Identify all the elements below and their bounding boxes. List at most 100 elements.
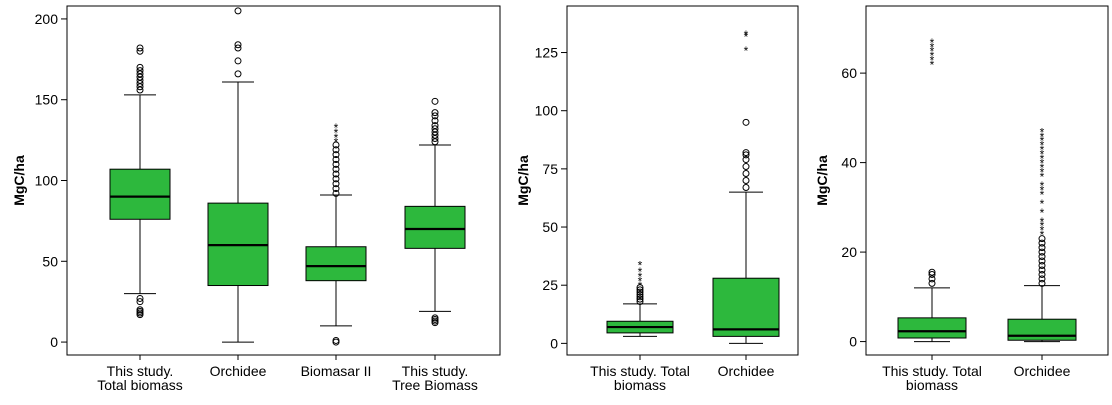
outlier-circle — [332, 160, 340, 168]
plot-frame — [566, 5, 799, 356]
outlier-star: * — [334, 131, 339, 145]
outlier-star: * — [1040, 188, 1045, 202]
outlier-star: * — [1040, 134, 1045, 148]
outlier-star: * — [1040, 170, 1045, 184]
outlier-circle — [742, 151, 750, 159]
outlier-star: * — [1040, 215, 1045, 229]
outlier-star: * — [1040, 161, 1045, 175]
outlier-star: * — [1040, 148, 1045, 162]
y-tick-label: 125 — [535, 45, 559, 61]
outlier-star: * — [334, 126, 339, 140]
outlier-star: * — [930, 49, 935, 63]
outlier-star: * — [930, 54, 935, 68]
y-tick-label: 25 — [542, 277, 558, 293]
outlier-circle — [136, 306, 144, 314]
box-4 — [404, 97, 466, 327]
outlier-star: * — [1040, 206, 1045, 220]
outlier-circle — [1038, 257, 1046, 265]
y-tick-label: 0 — [550, 335, 558, 351]
outlier-circle — [636, 286, 644, 294]
outlier-circle — [928, 270, 936, 278]
iqr-box — [305, 246, 367, 282]
outlier-circle — [234, 70, 242, 78]
outlier-circle — [431, 112, 439, 120]
category-label: This study. Total — [590, 363, 690, 379]
y-axis-label: MgC/ha — [11, 155, 27, 206]
plot-frame — [865, 5, 1109, 356]
outlier-circle — [234, 44, 242, 52]
outlier-star: * — [1040, 143, 1045, 157]
category-label: Biomasar II — [301, 363, 372, 379]
outlier-circle — [431, 97, 439, 105]
outlier-star: * — [930, 45, 935, 59]
outlier-circle — [1038, 248, 1046, 256]
y-tick-label: 75 — [542, 161, 558, 177]
outlier-circle — [1038, 262, 1046, 270]
outlier-star: * — [334, 136, 339, 150]
outlier-circle — [431, 314, 439, 322]
outlier-circle — [332, 170, 340, 178]
outlier-star: * — [1040, 157, 1045, 171]
outlier-star: * — [638, 275, 643, 289]
outlier-circle — [234, 41, 242, 49]
outlier-circle — [431, 125, 439, 133]
outlier-circle — [1038, 244, 1046, 252]
category-label: Total biomass — [97, 377, 183, 393]
y-tick-label: 0 — [50, 334, 58, 350]
outlier-circle — [928, 275, 936, 283]
outlier-circle — [742, 183, 750, 191]
outlier-star: * — [1040, 224, 1045, 238]
category-label: This study. — [402, 363, 469, 379]
y-tick-label: 150 — [35, 92, 59, 108]
outlier-circle — [1038, 279, 1046, 287]
outlier-star: * — [1040, 179, 1045, 193]
category-label: Orchidee — [718, 363, 775, 379]
outlier-circle — [332, 185, 340, 193]
outlier-circle — [636, 291, 644, 299]
box-1 — [109, 44, 171, 319]
outlier-circle — [431, 109, 439, 117]
outlier-star: * — [1040, 166, 1045, 180]
outlier-circle — [1038, 275, 1046, 283]
outlier-circle — [1038, 270, 1046, 278]
outlier-circle — [136, 294, 144, 302]
iqr-box — [1007, 318, 1077, 341]
outlier-circle — [332, 146, 340, 154]
y-tick-label: 50 — [42, 253, 58, 269]
outlier-circle — [636, 297, 644, 305]
outlier-circle — [234, 7, 242, 15]
category-label: This study. Total — [882, 363, 982, 379]
outlier-circle — [332, 175, 340, 183]
outlier-star: * — [744, 30, 749, 44]
outlier-circle — [136, 67, 144, 75]
outlier-star: * — [930, 58, 935, 72]
outlier-star: * — [1040, 130, 1045, 144]
category-label: This study. — [107, 363, 174, 379]
y-tick-label: 40 — [841, 155, 857, 171]
outlier-circle — [136, 63, 144, 71]
box-2: ******************** — [1007, 125, 1077, 343]
outlier-star: * — [1040, 139, 1045, 153]
outlier-circle — [1038, 266, 1046, 274]
outlier-circle — [742, 118, 750, 126]
outlier-circle — [636, 288, 644, 296]
outlier-circle — [136, 44, 144, 52]
category-label: Orchidee — [210, 363, 267, 379]
outlier-circle — [742, 149, 750, 157]
outlier-star: * — [638, 270, 643, 284]
iqr-box — [109, 168, 171, 220]
outlier-circle — [234, 57, 242, 65]
box-2: *** — [712, 28, 780, 344]
category-label: biomass — [906, 377, 958, 393]
iqr-box — [897, 317, 967, 339]
outlier-circle — [636, 293, 644, 301]
outlier-circle — [332, 336, 340, 344]
y-tick-label: 100 — [535, 103, 559, 119]
outlier-star: * — [1040, 183, 1045, 197]
outlier-circle — [742, 170, 750, 178]
y-tick-label: 200 — [35, 11, 59, 27]
